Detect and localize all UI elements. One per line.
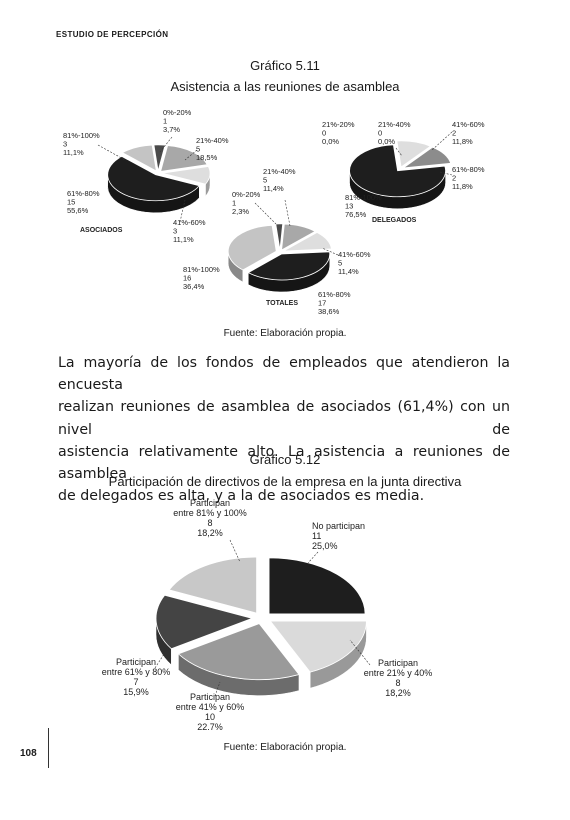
paragraph-line: asistencia relativamente alto. La asiste…	[58, 443, 510, 483]
participacion-slice	[155, 594, 254, 650]
source-note-5-11: Fuente: Elaboración propia.	[223, 328, 347, 339]
totales-slice	[227, 224, 277, 271]
leader-line	[431, 131, 453, 151]
paragraph-line: realizan reuniones de asamblea de asocia…	[58, 399, 510, 438]
page-number: 108	[20, 748, 37, 759]
asociados-slice	[161, 165, 211, 185]
slice-label: 41%-60% 3 11,1%	[173, 218, 206, 244]
leader-line	[321, 247, 339, 256]
slice-label: 81%-100% 16 36,4%	[183, 265, 220, 291]
running-header: ESTUDIO DE PERCEPCIÓN	[56, 30, 169, 39]
paragraph-line: de delegados es alta, y a la de asociado…	[58, 488, 425, 505]
leader-line	[229, 539, 241, 563]
slice-label: No participan 11 25,0%	[312, 521, 365, 551]
page-margin-rule	[48, 728, 49, 768]
slice-label: 0%-20% 1 3,7%	[163, 108, 192, 134]
chart-5-11: 0%-20% 1 3,7%21%-40% 5 18,5% 41%-60% 3 11,1% 61%…	[63, 108, 485, 316]
slice-label: 61%-80% 17 38,6%	[318, 290, 351, 316]
leader-line	[254, 202, 277, 225]
leader-line	[214, 681, 221, 697]
slice-label: 61%-80% 15 55,6%	[67, 189, 100, 215]
figure-number-5-12: Gráfico 5.12	[249, 452, 321, 467]
slice-label: 81%-100% 13 76,5%	[345, 193, 382, 219]
leader-line	[307, 551, 319, 564]
asociados-slice	[107, 155, 200, 202]
slice-label: Participan entre 41% y 60% 10 22.7%	[176, 692, 245, 732]
slice-label: Participan entre 81% y 100% 8 18,2%	[173, 498, 247, 538]
participacion-slice	[268, 557, 366, 615]
source-note-5-12: Fuente: Elaboración propia.	[223, 742, 347, 753]
leader-line	[284, 199, 291, 227]
slice-label: 41%-60% 5 11,4%	[338, 250, 371, 276]
participacion-slice	[177, 623, 300, 680]
chart-5-12: No participan 11 25,0% Participan entre 21% …	[102, 498, 433, 732]
slice-label: 21%-20% 0 0,0%	[322, 120, 355, 146]
chart-title-5-12: Participación de directivos de la empres…	[108, 474, 462, 489]
pie-name-delegados: DELEGADOS	[372, 217, 417, 224]
totales-slice	[247, 251, 331, 281]
asociados-slice	[121, 144, 157, 172]
slice-label: 41%-60% 2 11,8%	[452, 120, 485, 146]
leader-line	[349, 639, 371, 666]
pie-name-asociados: ASOCIADOS	[80, 227, 123, 234]
leader-line	[179, 199, 186, 223]
slice-label: 21%-40% 5 18,5%	[196, 136, 229, 162]
slice-label: 81%-100% 3 11,1%	[63, 131, 100, 157]
body-paragraph: La mayoría de los fondos de empleados qu…	[58, 352, 510, 507]
leader-line	[395, 147, 403, 157]
slice-label: Participan entre 61% y 80% 7 15,9%	[102, 657, 171, 697]
figure-number-5-11: Gráfico 5.11	[250, 58, 320, 73]
leader-line	[184, 149, 198, 161]
leader-line	[154, 647, 169, 669]
delegados-slice	[396, 140, 432, 168]
slice-label: 0%-20% 1 2,3%	[232, 190, 261, 216]
slice-label: 61%-80% 2 11,8%	[452, 165, 485, 191]
totales-slice	[281, 223, 316, 251]
slice-label: Participan entre 21% y 40% 8 18,2%	[364, 658, 433, 698]
leader-line	[97, 144, 126, 161]
paragraph-line: La mayoría de los fondos de empleados qu…	[58, 355, 510, 394]
slice-label: 21%-40% 5 11,4%	[263, 167, 296, 193]
asociados-slice	[160, 145, 208, 172]
totales-slice	[283, 232, 332, 252]
delegados-slice	[401, 146, 452, 169]
chart-title-5-11: Asistencia a las reuniones de asamblea	[170, 79, 400, 94]
pie-name-totales: TOTALES	[266, 300, 298, 307]
participacion-slice	[269, 620, 367, 673]
delegados-slice	[349, 144, 446, 198]
participacion-slice	[168, 556, 257, 614]
slice-label: 21%-40% 0 0,0%	[378, 120, 411, 146]
asociados-slice	[153, 144, 166, 171]
totales-slice	[275, 223, 284, 250]
